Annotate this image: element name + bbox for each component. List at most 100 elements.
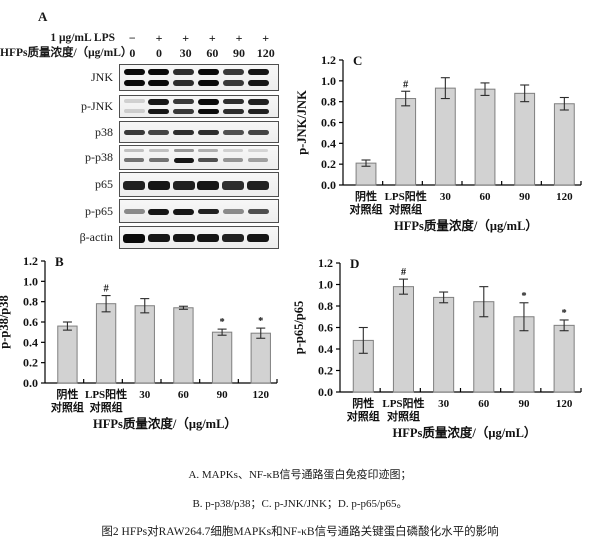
- blot-band: [123, 68, 145, 76]
- blot-band: [173, 79, 195, 87]
- lane-value: +: [182, 31, 190, 45]
- category-label: 对照组: [350, 202, 383, 216]
- header-lane-values: − + + + + +: [119, 31, 279, 46]
- lane-value: +: [155, 31, 163, 45]
- blot-band: [248, 148, 268, 152]
- panel-a-letter: A: [38, 9, 48, 24]
- blot-row-pJNK: p-JNK: [0, 95, 290, 118]
- caption-line-1: A. MAPKs、NF-κB信号通路蛋白免疫印迹图；: [188, 469, 412, 481]
- category-label: 90: [519, 191, 531, 203]
- significance-mark: *: [258, 316, 263, 327]
- blot-label: p-p65: [85, 204, 113, 218]
- blot-band: [222, 180, 245, 190]
- category-label: 阴性: [56, 387, 78, 401]
- blot-strip: [119, 199, 279, 223]
- lane-value: +: [235, 31, 243, 45]
- y-tick-label: 1.0: [318, 278, 333, 292]
- blot-band: [172, 180, 195, 190]
- blot-band: [148, 208, 170, 215]
- blot-strip: [119, 121, 279, 143]
- blot-band: [147, 233, 170, 243]
- x-axis-title: HFPs质量浓度/（μg/mL）: [393, 425, 537, 440]
- bar: [95, 303, 117, 384]
- blot-band: [123, 180, 145, 190]
- blot-band: [248, 158, 268, 162]
- blot-band: [148, 148, 169, 152]
- header-lane-values: 0 0 30 60 90 120: [119, 46, 279, 61]
- y-tick-label: 1.2: [321, 53, 336, 67]
- blot-band: [172, 233, 195, 243]
- blot-band: [123, 79, 145, 87]
- blot-band: [247, 233, 269, 243]
- blot-band: [173, 68, 195, 75]
- lane-value: −: [128, 31, 136, 45]
- blot-band: [197, 108, 219, 115]
- blot-strip: [119, 226, 279, 249]
- blot-label: p-JNK: [81, 99, 113, 113]
- blot-band: [197, 180, 220, 190]
- bar: [211, 331, 233, 384]
- category-label: 阴性: [355, 189, 377, 203]
- blot-label: β-actin: [79, 230, 113, 244]
- category-label: 30: [440, 191, 452, 203]
- category-label: 120: [556, 191, 573, 203]
- category-label: 30: [438, 398, 450, 410]
- bar: [434, 87, 456, 186]
- bar: [392, 286, 415, 393]
- y-tick-label: 0.2: [321, 157, 336, 171]
- bar: [553, 103, 575, 186]
- blot-band: [247, 129, 269, 135]
- blot-band: [222, 108, 244, 114]
- category-label: 阴性: [352, 396, 374, 410]
- lps-treatment-row: 1 μg/mL LPS − + + + + +: [0, 31, 290, 46]
- significance-mark: *: [562, 308, 567, 319]
- blot-band: [198, 148, 219, 152]
- hfps-concentration-row: HFPs质量浓度/（μg/mL） 0 0 30 60 90 120: [0, 46, 290, 61]
- blot-band: [173, 108, 195, 114]
- category-label: LPS阳性: [382, 396, 424, 410]
- lane-value: 60: [206, 46, 219, 60]
- category-label: 60: [478, 398, 490, 410]
- y-tick-label: 0.2: [318, 364, 333, 378]
- blot-band: [222, 79, 244, 86]
- blot-row-actin: β-actin: [0, 226, 290, 249]
- blot-band: [173, 148, 194, 152]
- category-label: 60: [178, 389, 190, 401]
- y-tick-label: 0.0: [321, 178, 336, 192]
- y-tick-label: 1.0: [321, 74, 336, 88]
- blot-band: [148, 99, 170, 105]
- blot-label: p65: [95, 177, 113, 191]
- lane-value: 90: [233, 46, 246, 60]
- panel-letter: C: [353, 53, 362, 68]
- significance-mark: #: [401, 267, 407, 278]
- y-tick-label: 0.0: [318, 385, 333, 399]
- blot-row-pp38: p-p38: [0, 145, 290, 170]
- y-axis-title: p-p65/p65: [292, 301, 306, 355]
- blot-band: [123, 129, 145, 136]
- blot-band: [148, 158, 169, 163]
- blot-band: [173, 208, 195, 215]
- blot-band: [247, 68, 269, 76]
- blot-band: [148, 68, 170, 76]
- lane-value: 30: [179, 46, 192, 60]
- bar: [173, 307, 194, 384]
- bar: [553, 324, 575, 393]
- bar: [395, 98, 417, 186]
- blot-strip: [119, 145, 279, 170]
- category-label: 对照组: [387, 409, 420, 423]
- blot-band: [247, 79, 269, 87]
- category-label: 90: [217, 389, 229, 401]
- bar: [134, 305, 155, 384]
- blot-label: p38: [95, 125, 113, 139]
- blot-band: [247, 108, 269, 114]
- significance-mark: *: [521, 291, 526, 302]
- blot-label: p-p38: [85, 150, 113, 164]
- blot-row-pp65: p-p65: [0, 199, 290, 223]
- header-row-label: HFPs质量浓度/（μg/mL）: [0, 47, 133, 59]
- blot-strip: [119, 95, 279, 118]
- blot-label: JNK: [90, 70, 113, 84]
- caption-line-2: B. p-p38/p38；C. p-JNK/JNK；D. p-p65/p65。: [192, 498, 408, 510]
- category-label: LPS阳性: [385, 189, 427, 203]
